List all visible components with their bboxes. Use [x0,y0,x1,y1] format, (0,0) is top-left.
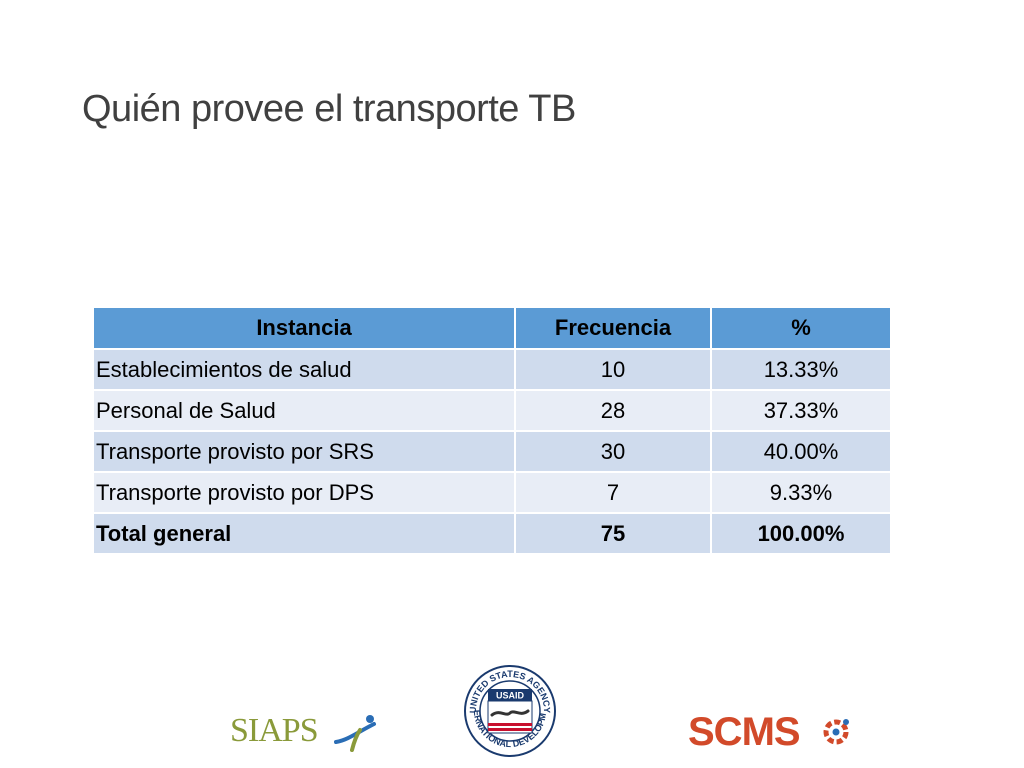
usaid-seal-logo: UNITED STATES AGENCY INTERNATIONAL DEVEL… [461,657,556,757]
total-frecuencia: 75 [516,514,712,555]
header-percent: % [712,308,890,350]
scms-gear-icon [823,719,849,745]
cell-instancia: Personal de Salud [94,391,516,432]
table-row: Transporte provisto por SRS 30 40.00% [94,432,890,473]
scms-logo: SCMS [688,710,858,754]
cell-frecuencia: 7 [516,473,712,514]
total-percent: 100.00% [712,514,890,555]
siaps-logo-text: SIAPS [230,712,319,749]
table-row: Establecimientos de salud 10 13.33% [94,350,890,391]
siaps-figure-icon [334,715,376,752]
cell-percent: 13.33% [712,350,890,391]
usaid-seal-icon: UNITED STATES AGENCY INTERNATIONAL DEVEL… [461,657,556,757]
data-table: Instancia Frecuencia % Establecimientos … [94,308,890,555]
scms-logo-text: SCMS [688,710,801,754]
cell-frecuencia: 10 [516,350,712,391]
table-row: Personal de Salud 28 37.33% [94,391,890,432]
cell-frecuencia: 30 [516,432,712,473]
table-total-row: Total general 75 100.00% [94,514,890,555]
cell-percent: 40.00% [712,432,890,473]
siaps-logo: SIAPS [230,712,380,752]
cell-percent: 37.33% [712,391,890,432]
table-row: Transporte provisto por DPS 7 9.33% [94,473,890,514]
cell-instancia: Transporte provisto por DPS [94,473,516,514]
slide-title: Quién provee el transporte TB [82,88,576,130]
table-header-row: Instancia Frecuencia % [94,308,890,350]
svg-text:USAID: USAID [496,691,525,701]
cell-frecuencia: 28 [516,391,712,432]
total-label: Total general [94,514,516,555]
cell-percent: 9.33% [712,473,890,514]
header-instancia: Instancia [94,308,516,350]
header-frecuencia: Frecuencia [516,308,712,350]
cell-instancia: Transporte provisto por SRS [94,432,516,473]
cell-instancia: Establecimientos de salud [94,350,516,391]
